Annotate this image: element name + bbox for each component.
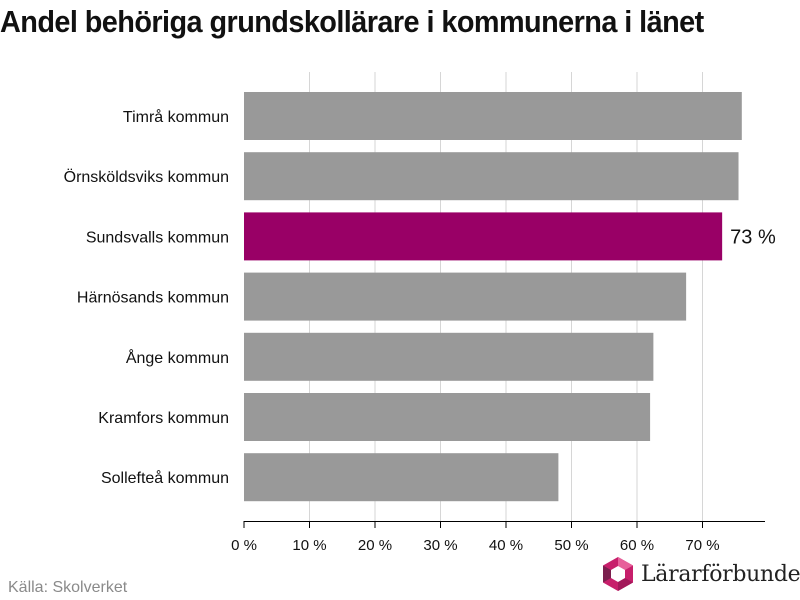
x-tick-label: 60 % bbox=[620, 537, 654, 554]
brand-logo: Lärarförbundet bbox=[601, 556, 800, 592]
data-label: 73 % bbox=[730, 226, 776, 248]
brand-name: Lärarförbundet bbox=[641, 561, 800, 587]
chart-title: Andel behöriga grundskollärare i kommune… bbox=[0, 4, 704, 39]
category-label: Örnsköldsviks kommun bbox=[64, 168, 229, 186]
x-axis: 0 % 10 % 20 % 30 % 40 % 50 % 60 % 70 % bbox=[231, 521, 765, 554]
bar bbox=[244, 152, 739, 201]
bar bbox=[244, 332, 654, 381]
bar bbox=[244, 453, 559, 502]
x-tick-label: 10 % bbox=[292, 537, 326, 554]
category-label: Sundsvalls kommun bbox=[86, 229, 229, 246]
category-label: Timrå kommun bbox=[123, 108, 229, 126]
category-label: Sollefteå kommun bbox=[101, 469, 229, 487]
x-tick-label: 70 % bbox=[685, 537, 719, 554]
x-tick-label: 40 % bbox=[489, 537, 523, 554]
source-note: Källa: Skolverket bbox=[8, 579, 128, 596]
category-label: Härnösands kommun bbox=[77, 290, 229, 307]
category-label: Ånge kommun bbox=[126, 348, 229, 367]
bar bbox=[244, 393, 651, 441]
lararforbundet-logo-icon bbox=[603, 557, 633, 591]
x-tick-label: 20 % bbox=[358, 537, 392, 554]
bar bbox=[244, 92, 742, 140]
category-label: Kramfors kommun bbox=[98, 410, 229, 427]
category-labels: Timrå kommun Örnsköldsviks kommun Sundsval… bbox=[64, 108, 776, 487]
bar bbox=[244, 272, 687, 321]
x-tick-label: 50 % bbox=[554, 537, 588, 554]
bars bbox=[244, 92, 742, 502]
bar-highlighted bbox=[244, 212, 723, 261]
x-tick-label: 0 % bbox=[231, 537, 257, 554]
x-tick-label: 30 % bbox=[423, 537, 457, 554]
